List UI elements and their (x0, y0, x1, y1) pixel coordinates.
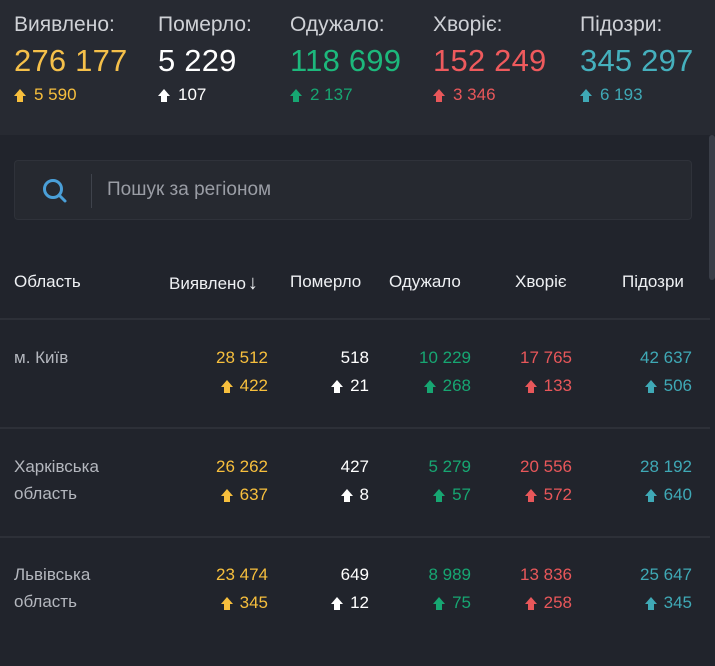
summary-label: Підозри: (580, 13, 663, 36)
search-icon[interactable] (41, 177, 69, 205)
arrow-up-icon (524, 488, 537, 502)
table-row[interactable]: м. Київ 28 512 422 518 21 10 229 268 17 … (0, 344, 710, 449)
summary-value: 276 177 (14, 43, 128, 78)
arrow-up-icon (220, 379, 233, 393)
cell-recovered: 10 229 268 (419, 348, 471, 395)
arrow-up-icon (14, 88, 26, 102)
arrow-up-icon (644, 596, 657, 610)
row-divider (0, 536, 710, 538)
region-name: Львівська область (14, 565, 91, 611)
column-header-sick[interactable]: Хворіє (515, 272, 567, 291)
summary-suspected: Підозри: 345 297 6 193 (580, 12, 693, 106)
region-name: м. Київ (14, 348, 69, 367)
summary-value: 5 229 (158, 43, 237, 78)
summary-value: 345 297 (580, 43, 694, 78)
search-divider (91, 174, 92, 208)
arrow-up-icon (423, 379, 436, 393)
summary-label: Померло: (158, 13, 252, 36)
summary-panel: Виявлено: 276 177 5 590 Померло: 5 229 1… (0, 0, 715, 135)
arrow-up-icon (433, 488, 446, 502)
cell-detected: 23 474 345 (216, 565, 268, 612)
summary-value: 152 249 (433, 43, 547, 78)
cell-suspected: 25 647 345 (640, 565, 692, 612)
arrow-up-icon (331, 379, 344, 393)
search-input[interactable] (107, 161, 667, 219)
cell-detected: 26 262 637 (216, 457, 268, 504)
arrow-up-icon (220, 488, 233, 502)
cell-died: 518 21 (331, 344, 369, 400)
summary-delta: 2 137 (310, 85, 353, 104)
cell-died: 649 12 (331, 561, 369, 617)
arrow-up-icon (340, 488, 353, 502)
cell-sick: 13 836 258 (520, 565, 572, 612)
table-row[interactable]: Львівська область 23 474 345 649 12 8 98… (0, 561, 710, 666)
arrow-up-icon (644, 379, 657, 393)
column-header-died[interactable]: Померло (290, 272, 362, 291)
column-header-detected[interactable]: Виявлено ↓ (169, 272, 258, 295)
column-header-suspected[interactable]: Підозри (622, 272, 684, 291)
cell-suspected: 28 192 640 (640, 457, 692, 504)
cell-sick: 20 556 572 (520, 457, 572, 504)
summary-died: Померло: 5 229 107 (158, 12, 252, 106)
table-row[interactable]: Харківська область 26 262 637 427 8 5 27… (0, 453, 710, 558)
cell-recovered: 8 989 75 (428, 565, 471, 612)
arrow-up-icon (524, 596, 537, 610)
arrow-up-icon (220, 596, 233, 610)
arrow-up-icon (644, 488, 657, 502)
arrow-up-icon (433, 88, 445, 102)
column-header-region[interactable]: Область (14, 272, 81, 291)
row-divider (0, 427, 710, 429)
arrow-up-icon (580, 88, 592, 102)
summary-value: 118 699 (290, 43, 402, 78)
summary-delta: 6 193 (600, 85, 643, 104)
column-header-label: Виявлено (169, 274, 246, 293)
cell-sick: 17 765 133 (520, 348, 572, 395)
summary-recovered: Одужало: 118 699 2 137 (290, 12, 401, 106)
search-box[interactable] (14, 160, 692, 220)
cell-detected: 28 512 422 (216, 348, 268, 395)
summary-delta: 3 346 (453, 85, 496, 104)
summary-delta: 5 590 (34, 85, 77, 104)
region-name: Харківська область (14, 457, 99, 503)
summary-label: Хворіє: (433, 13, 503, 36)
arrow-up-icon (290, 88, 302, 102)
summary-detected: Виявлено: 276 177 5 590 (14, 12, 127, 106)
arrow-up-icon (433, 596, 446, 610)
summary-delta: 107 (178, 85, 207, 104)
column-header-recovered[interactable]: Одужало (389, 272, 461, 291)
cell-died: 427 8 (340, 457, 369, 504)
cell-suspected: 42 637 506 (640, 348, 692, 395)
table-header: Область Виявлено ↓ Померло Одужало Хворіє… (0, 262, 710, 302)
summary-label: Одужало: (290, 13, 385, 36)
sort-desc-icon: ↓ (247, 272, 258, 294)
cell-recovered: 5 279 57 (428, 457, 471, 504)
row-divider (0, 318, 710, 320)
summary-label: Виявлено: (14, 13, 115, 36)
arrow-up-icon (331, 596, 344, 610)
arrow-up-icon (524, 379, 537, 393)
scrollbar[interactable] (709, 135, 715, 280)
summary-sick: Хворіє: 152 249 3 346 (433, 12, 546, 106)
arrow-up-icon (158, 88, 170, 102)
